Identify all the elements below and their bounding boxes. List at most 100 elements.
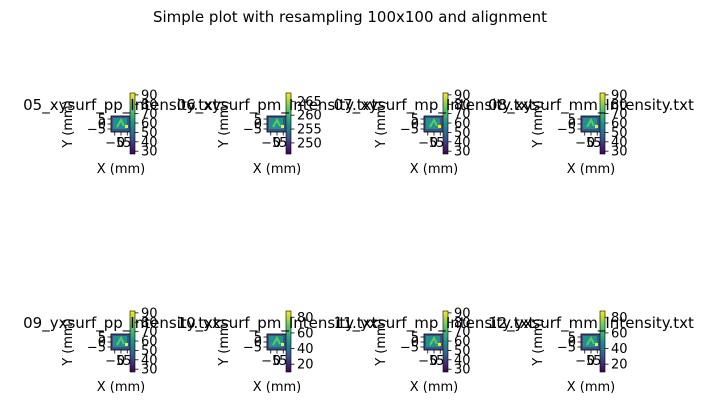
colorbar	[285, 310, 292, 373]
colorbar-tick-label: 70	[141, 325, 158, 340]
heatmap-hotspot	[438, 343, 441, 346]
colorbar-tick-label: 50	[454, 126, 471, 141]
colorbar-tick-label: 30	[454, 145, 471, 160]
heatmap-feature	[429, 117, 438, 128]
subplot-title: 05_xysurf_pp_Intensity.txt	[23, 96, 219, 115]
x-tick-label: 5	[436, 136, 444, 151]
colorbar-tick-label: 40	[141, 135, 158, 150]
colorbar-tick-label: 40	[454, 135, 471, 150]
x-tick-label: 5	[593, 136, 601, 151]
colorbar-tick-label: 60	[297, 326, 314, 341]
colorbar-tick-label: 50	[141, 126, 158, 141]
x-axis-label: X (mm)	[410, 380, 459, 395]
y-tick-label: 0	[411, 336, 419, 351]
colorbar-tick-label: 40	[611, 135, 628, 150]
y-tick-label: 0	[98, 118, 106, 133]
y-tick-label: −5	[87, 341, 106, 356]
y-tick-label: 0	[254, 118, 262, 133]
colorbar-tick-label: 30	[611, 145, 628, 160]
colorbar-tick-label: 40	[611, 342, 628, 357]
colorbar-tick-label: 70	[454, 107, 471, 122]
y-axis-label: Y (mm)	[374, 318, 389, 367]
heatmap-feature	[272, 117, 281, 128]
colorbar	[442, 310, 449, 373]
y-tick-label: −5	[400, 123, 419, 138]
colorbar-tick-label: 60	[454, 335, 471, 350]
x-tick-label: 5	[123, 354, 131, 369]
y-axis-label: Y (mm)	[374, 100, 389, 149]
subplot-title: 08_xysurf_mm_Intensity.txt	[488, 96, 694, 115]
subplot-title: 07_xysurf_mp_Intensity.txt	[334, 96, 535, 115]
colorbar-tick-label: 50	[141, 344, 158, 359]
colorbar-tick-label: 250	[297, 136, 322, 151]
colorbar-tick-label: 50	[454, 344, 471, 359]
y-tick-label: 5	[98, 331, 106, 346]
colorbar-tick-label: 60	[141, 117, 158, 132]
colorbar-tick-label: 60	[141, 335, 158, 350]
y-axis-label: Y (mm)	[531, 318, 546, 367]
colorbar-tick-label: 255	[297, 123, 322, 138]
y-tick-label: −5	[243, 123, 262, 138]
colorbar-tick-label: 20	[611, 358, 628, 373]
y-axis-label: Y (mm)	[217, 318, 232, 367]
colorbar-tick-label: 40	[141, 353, 158, 368]
heatmap-hotspot	[595, 125, 598, 128]
colorbar	[129, 310, 136, 373]
x-tick-label: −5	[418, 354, 437, 369]
x-tick-label: −5	[261, 136, 280, 151]
heatmap-feature	[429, 335, 438, 346]
y-axis-label: Y (mm)	[531, 100, 546, 149]
y-tick-label: 0	[568, 118, 576, 133]
y-tick-label: −5	[557, 341, 576, 356]
subplot-title: 06_xysurf_pm_Intensity.txt	[177, 96, 378, 115]
heatmap-hotspot	[281, 125, 284, 128]
y-tick-label: 0	[98, 336, 106, 351]
colorbar-tick-label: 70	[454, 325, 471, 340]
y-tick-label: 5	[568, 113, 576, 128]
colorbar-tick-label: 40	[454, 353, 471, 368]
heatmap-feature	[272, 335, 281, 346]
colorbar-tick-label: 80	[141, 316, 158, 331]
x-tick-label: 0	[587, 136, 595, 151]
y-tick-label: 5	[254, 113, 262, 128]
heatmap-hotspot	[438, 125, 441, 128]
x-tick-label: 0	[273, 354, 281, 369]
x-tick-label: −5	[418, 136, 437, 151]
heatmap-feature	[116, 117, 125, 128]
colorbar-tick-label: 265	[297, 95, 322, 110]
colorbar-tick-label: 80	[454, 316, 471, 331]
colorbar-tick-label: 90	[611, 88, 628, 103]
x-axis-label: X (mm)	[410, 162, 459, 177]
colorbar-tick-label: 50	[611, 126, 628, 141]
colorbar-tick-label: 80	[611, 98, 628, 113]
x-tick-label: 5	[123, 136, 131, 151]
x-tick-label: 5	[436, 354, 444, 369]
colorbar	[129, 92, 136, 155]
heatmap-feature	[586, 335, 595, 346]
y-tick-label: 0	[568, 336, 576, 351]
x-tick-label: 0	[273, 136, 281, 151]
heatmap-hotspot	[125, 343, 128, 346]
y-tick-label: −5	[243, 341, 262, 356]
x-tick-label: 5	[593, 354, 601, 369]
colorbar-tick-label: 90	[141, 306, 158, 321]
heatmap-feature	[116, 335, 125, 346]
colorbar	[285, 92, 292, 155]
subplot-title: 10_yxsurf_pm_Intensity.txt	[177, 314, 378, 333]
y-tick-label: 5	[254, 331, 262, 346]
subplot-title: 12_yxsurf_mm_Intensity.txt	[488, 314, 694, 333]
colorbar	[599, 310, 606, 373]
x-tick-label: −5	[105, 136, 124, 151]
colorbar-tick-label: 80	[454, 98, 471, 113]
y-tick-label: 5	[98, 113, 106, 128]
subplot-title: 09_yxsurf_pp_Intensity.txt	[23, 314, 219, 333]
y-tick-label: −5	[400, 341, 419, 356]
colorbar-tick-label: 60	[611, 117, 628, 132]
y-tick-label: 5	[411, 113, 419, 128]
colorbar	[442, 92, 449, 155]
